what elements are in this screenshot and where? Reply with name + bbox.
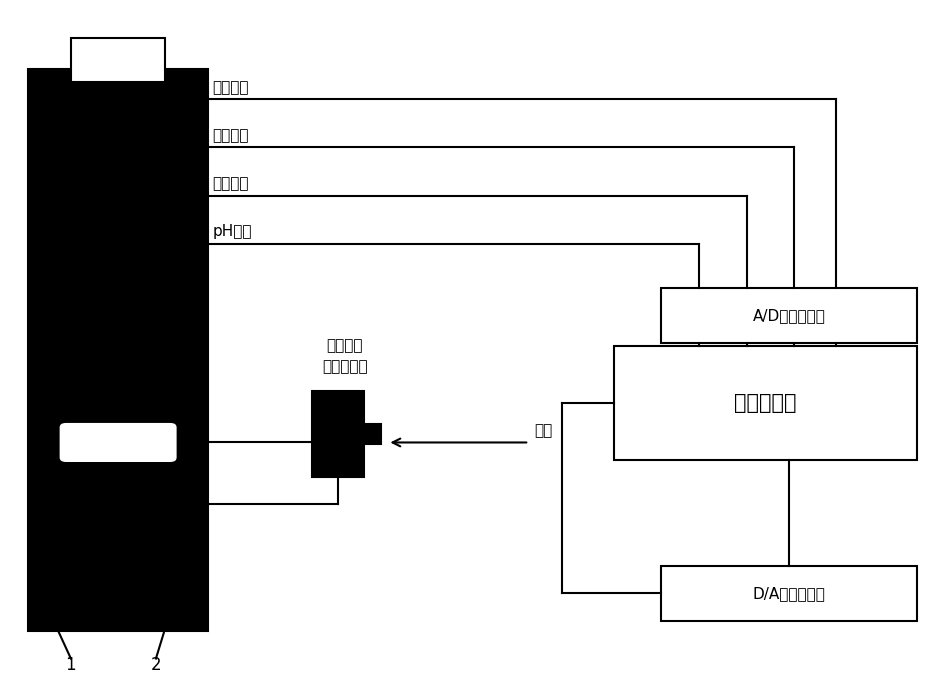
- FancyBboxPatch shape: [59, 422, 177, 463]
- Text: pH探头: pH探头: [212, 224, 252, 239]
- Text: 压力探头: 压力探头: [212, 80, 249, 95]
- Text: 计算机屏幕: 计算机屏幕: [733, 393, 796, 413]
- Bar: [661, 566, 916, 621]
- Text: 1: 1: [65, 657, 76, 674]
- Bar: [312, 391, 363, 477]
- Text: 2: 2: [150, 657, 161, 674]
- Bar: [614, 346, 916, 460]
- Text: 气体流量: 气体流量: [327, 338, 362, 353]
- Bar: [363, 424, 380, 445]
- Text: 温度探头: 温度探头: [212, 128, 249, 143]
- Text: 质量控制器: 质量控制器: [322, 359, 367, 374]
- Text: 氧气: 氧气: [533, 423, 551, 438]
- Bar: [28, 69, 208, 631]
- Text: D/A数模转换器: D/A数模转换器: [751, 586, 825, 601]
- Text: A/D模数转换器: A/D模数转换器: [751, 308, 825, 323]
- Text: 溶氧探头: 溶氧探头: [212, 176, 249, 191]
- Bar: [661, 288, 916, 343]
- Bar: [71, 38, 165, 82]
